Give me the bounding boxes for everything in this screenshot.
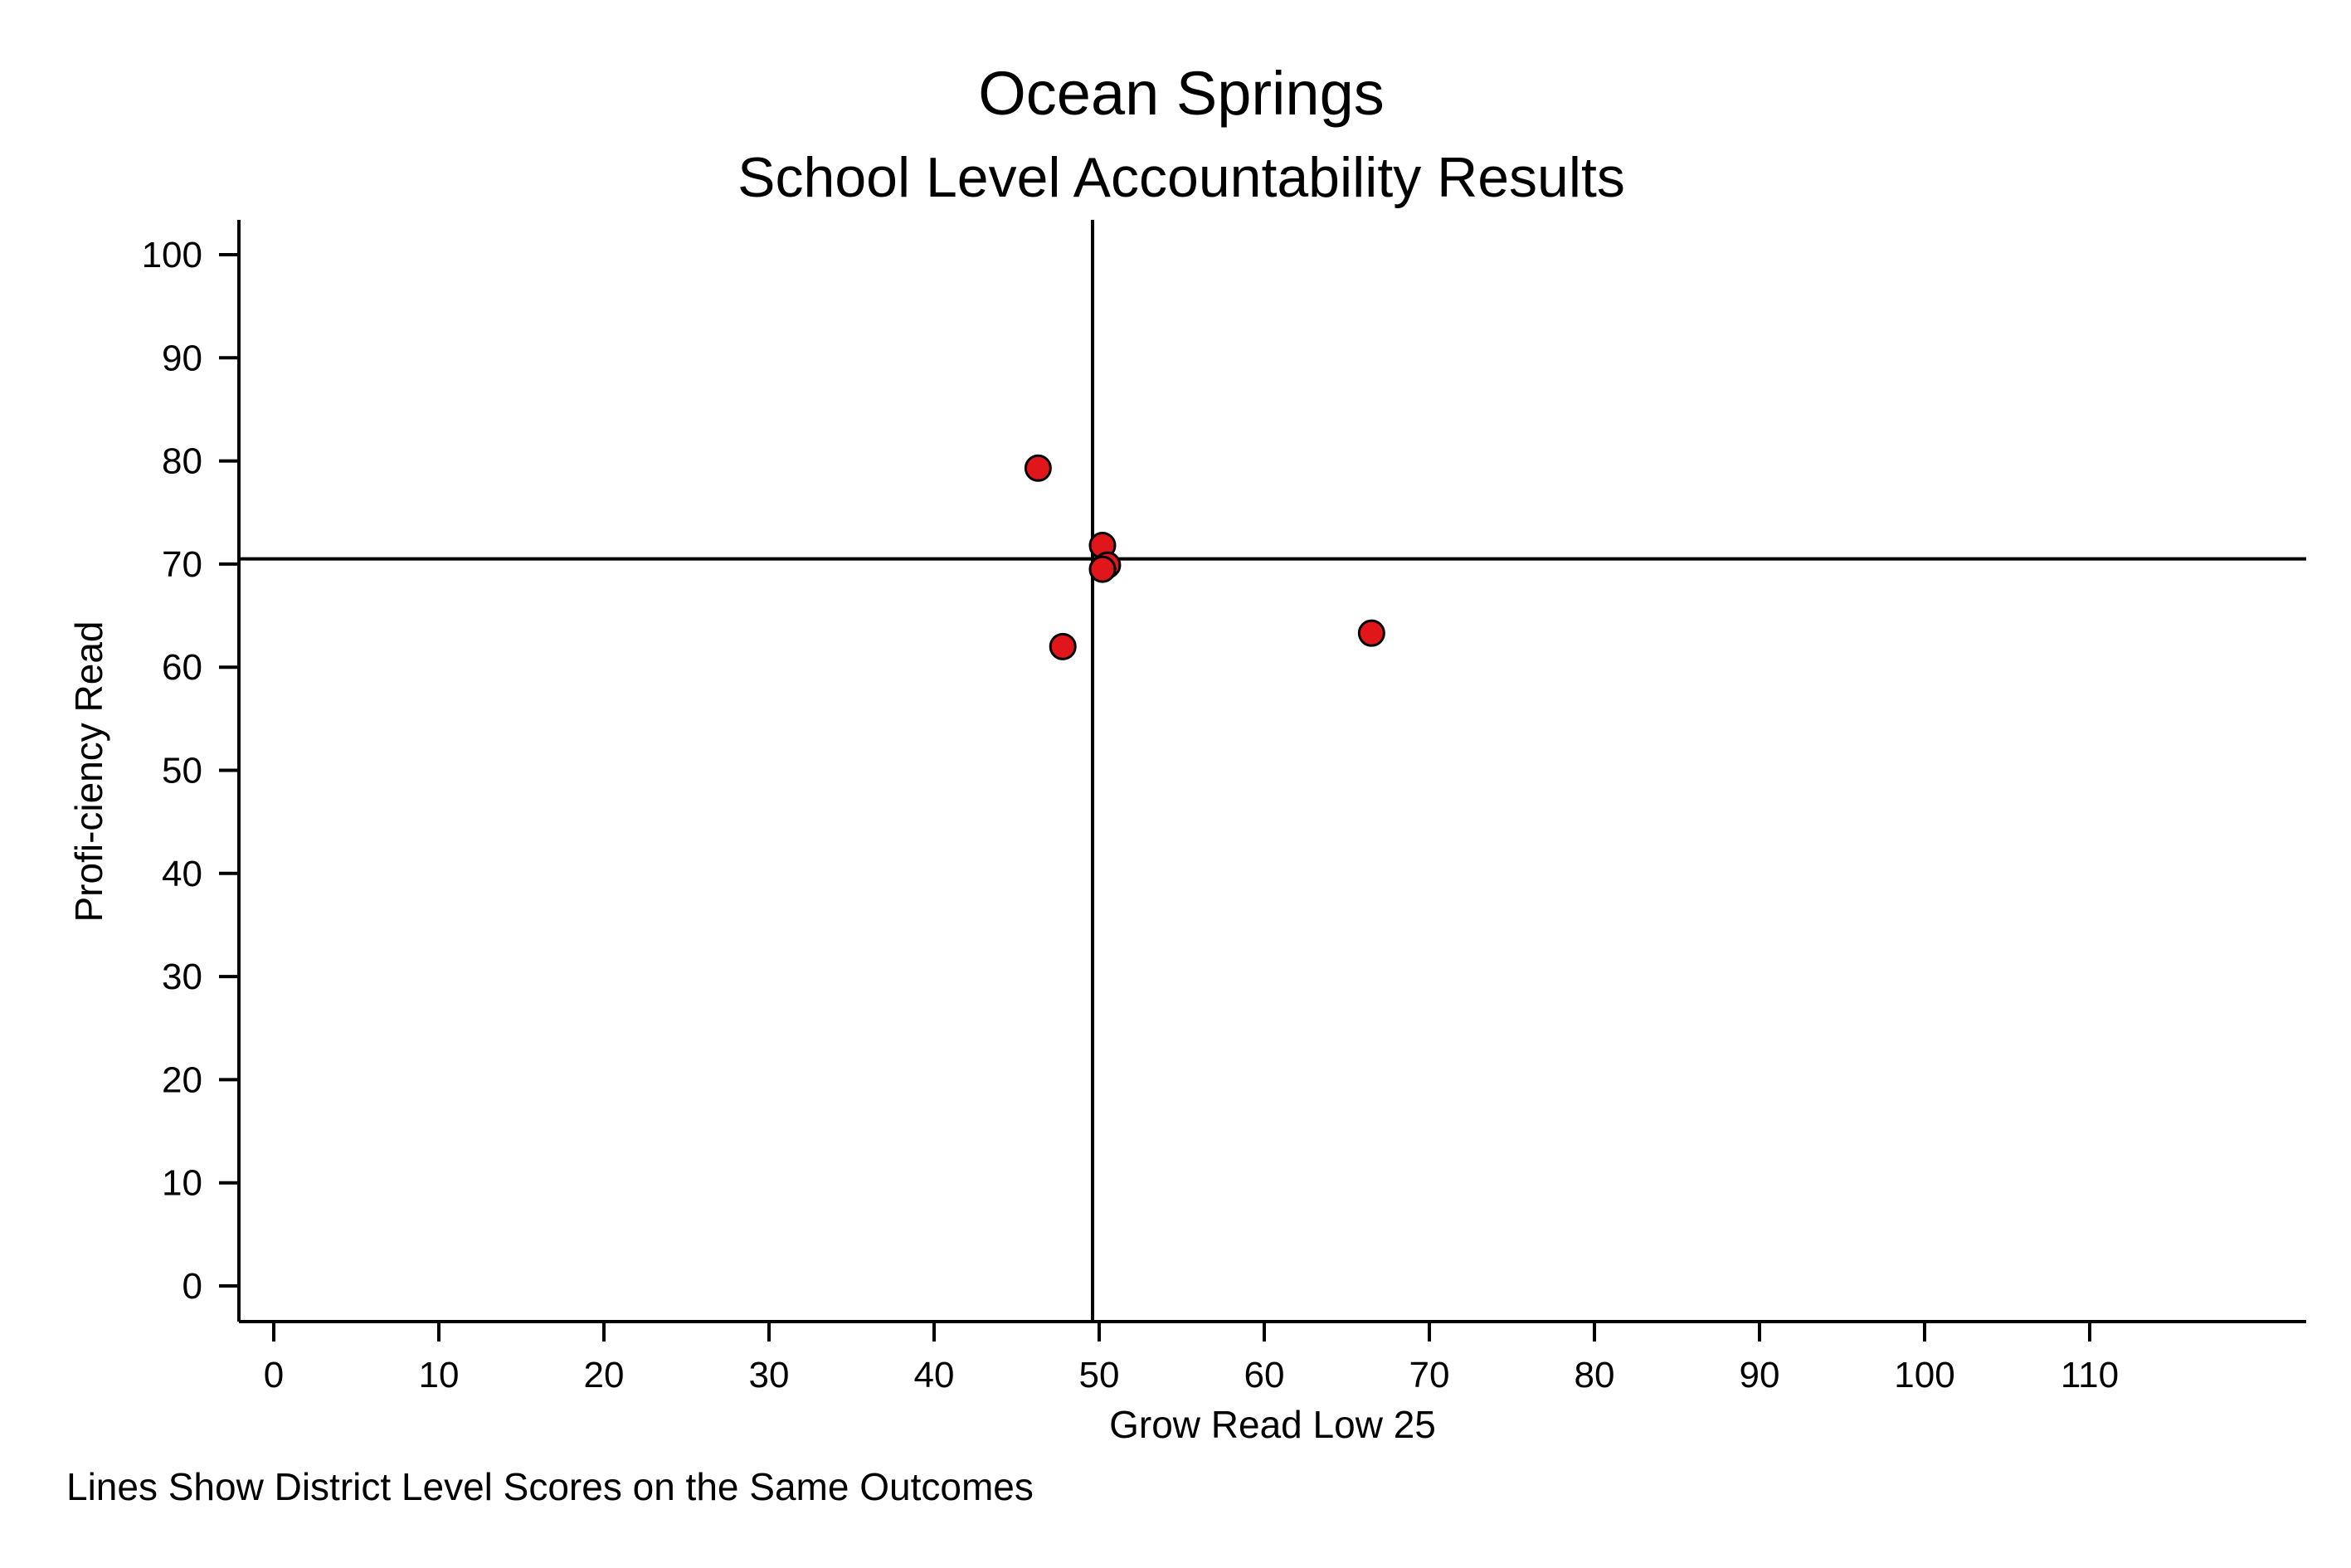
x-tick-label: 40	[914, 1355, 955, 1395]
y-tick-label: 70	[162, 544, 202, 585]
y-tick-label: 100	[142, 235, 202, 275]
data-point	[1088, 555, 1117, 583]
x-tick-label: 70	[1409, 1355, 1450, 1395]
y-axis: 0 10 20 30 40 50 60 70 80 90 100	[142, 220, 241, 1322]
data-point	[1049, 632, 1077, 660]
y-tick-label: 0	[183, 1266, 202, 1307]
x-tick-label: 30	[749, 1355, 790, 1395]
y-tick-label: 30	[162, 957, 202, 997]
y-axis-title: Profi-ciency Read	[67, 621, 110, 922]
x-tick-label: 110	[2061, 1355, 2119, 1395]
x-axis-title: Grow Read Low 25	[1109, 1403, 1436, 1446]
y-tick-label: 40	[162, 854, 202, 894]
x-tick-label: 90	[1740, 1355, 1780, 1395]
y-tick-label: 80	[162, 441, 202, 482]
x-tick-label: 50	[1079, 1355, 1120, 1395]
x-tick-label: 100	[1894, 1355, 1954, 1395]
x-tick-label: 0	[264, 1355, 284, 1395]
x-tick-label: 80	[1575, 1355, 1615, 1395]
x-tick-label: 20	[584, 1355, 625, 1395]
plot-area	[239, 220, 2306, 1322]
y-tick-label: 10	[162, 1163, 202, 1204]
y-tick-label: 60	[162, 647, 202, 688]
x-tick-label: 10	[419, 1355, 460, 1395]
chart-subtitle: School Level Accountability Results	[737, 146, 1625, 209]
data-point	[1357, 619, 1385, 647]
chart-title: Ocean Springs	[978, 59, 1385, 128]
y-tick-label: 50	[162, 751, 202, 791]
chart-note: Lines Show District Level Scores on the …	[66, 1465, 1034, 1508]
data-point	[1024, 454, 1052, 482]
y-tick-label: 20	[162, 1059, 202, 1100]
y-tick-label: 90	[162, 338, 202, 378]
x-axis: 0 10 20 30 40 50 60 70 80 90 100 110	[239, 1320, 2306, 1395]
x-tick-label: 60	[1244, 1355, 1285, 1395]
